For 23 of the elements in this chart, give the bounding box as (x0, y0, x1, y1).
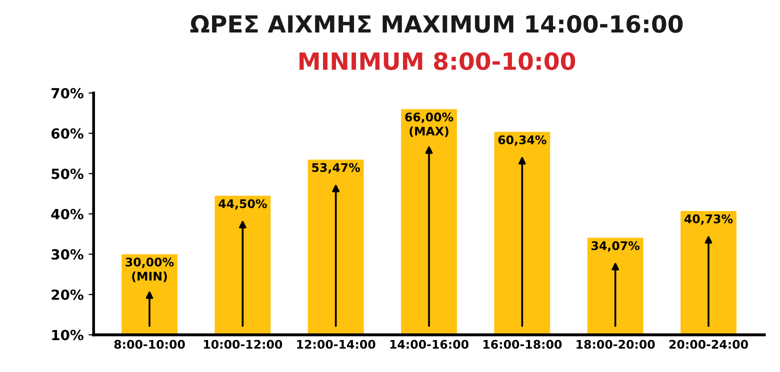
y-tick-label: 60% (51, 128, 84, 139)
x-tick-label: 16:00-18:00 (483, 340, 562, 349)
y-tick-label: 70% (52, 88, 84, 98)
x-tick-label: 12:00-14:00 (297, 340, 376, 349)
x-tick-label: 20:00-24:00 (669, 340, 748, 349)
x-tick-label: 18:00-20:00 (576, 340, 655, 349)
data-label: 53,47% (312, 163, 360, 174)
x-tick-label: 8:00-10:00 (114, 340, 185, 349)
data-label: 30,00% (MIN) (126, 258, 174, 282)
chart-subtitle: MINIMUM 8:00-10:00 (300, 52, 576, 70)
y-tick-label: 10% (52, 330, 84, 340)
y-tick-label: 40% (51, 208, 84, 220)
x-tick-label: 10:00-12:00 (204, 340, 282, 349)
data-label: 44,50% (218, 199, 267, 210)
y-tick-label: 30% (52, 249, 84, 260)
data-label: 60,34% (498, 135, 546, 146)
chart-title: ΩΡΕΣ ΑΙΧΜΗΣ MAXIMUM 14:00-16:00 (190, 15, 683, 33)
y-tick-label: 20% (52, 289, 84, 300)
data-label: 34,07% (592, 241, 640, 252)
x-tick-label: 14:00-16:00 (390, 340, 468, 349)
data-label: 66,00% (MAX) (405, 112, 454, 137)
y-tick-label: 50% (52, 168, 84, 180)
data-label: 40,73% (684, 214, 733, 225)
